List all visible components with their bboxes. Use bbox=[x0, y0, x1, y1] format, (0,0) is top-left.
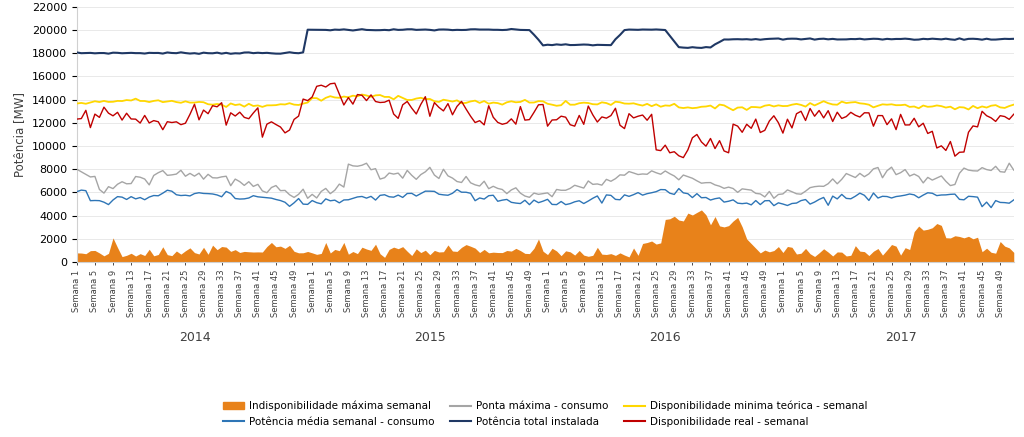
Text: 2017: 2017 bbox=[885, 331, 916, 344]
Legend: Indisponibilidade máxima semanal, Potência média semanal - consumo, Ponta máxima: Indisponibilidade máxima semanal, Potênc… bbox=[219, 397, 871, 431]
Y-axis label: Potência [MW]: Potência [MW] bbox=[13, 92, 27, 177]
Text: 2014: 2014 bbox=[178, 331, 210, 344]
Text: 2016: 2016 bbox=[649, 331, 681, 344]
Text: 2015: 2015 bbox=[414, 331, 445, 344]
